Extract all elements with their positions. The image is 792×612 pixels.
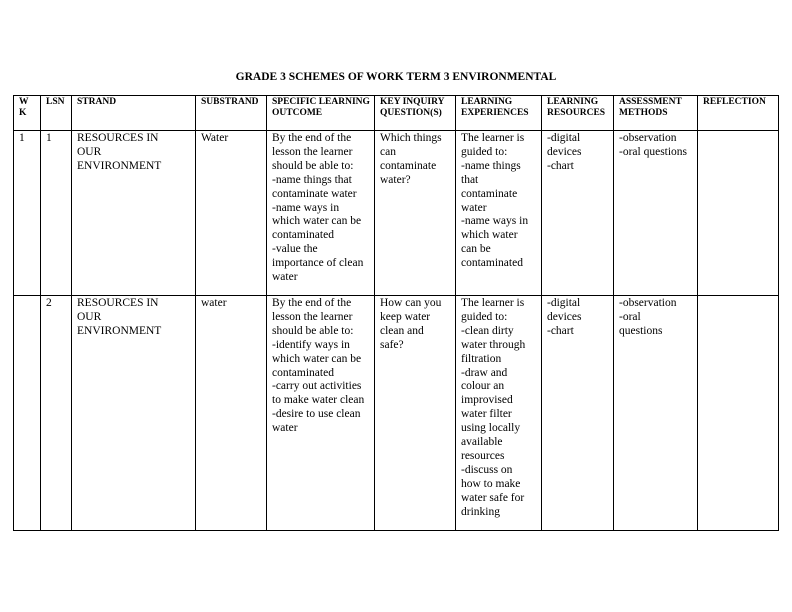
cell-strand: RESOURCES IN OUR ENVIRONMENT [71, 295, 196, 531]
cell-learning-experiences: The learner is guided to: -name things t… [455, 130, 542, 296]
cell-learning-outcome: By the end of the lesson the learner sho… [266, 295, 375, 531]
header-lesson: LSN [40, 95, 72, 131]
header-learning-outcome: SPECIFIC LEARNING OUTCOME [266, 95, 375, 131]
header-strand: STRAND [71, 95, 196, 131]
header-learning-experiences: LEARNING EXPERIENCES [455, 95, 542, 131]
cell-substrand: Water [195, 130, 267, 296]
cell-substrand: water [195, 295, 267, 531]
table-row: 2 RESOURCES IN OUR ENVIRONMENT water By … [13, 295, 779, 531]
cell-week: 1 [13, 130, 41, 296]
table-row: 1 1 RESOURCES IN OUR ENVIRONMENT Water B… [13, 130, 779, 296]
header-inquiry-questions: KEY INQUIRY QUESTION(S) [374, 95, 456, 131]
cell-inquiry-question: How can you keep water clean and safe? [374, 295, 456, 531]
cell-learning-resources: -digital devices -chart [541, 295, 614, 531]
cell-lesson: 2 [40, 295, 72, 531]
cell-assessment-methods: -observation -oral questions [613, 295, 698, 531]
cell-strand: RESOURCES IN OUR ENVIRONMENT [71, 130, 196, 296]
document-title: GRADE 3 SCHEMES OF WORK TERM 3 ENVIRONME… [235, 71, 557, 83]
cell-learning-outcome: By the end of the lesson the learner sho… [266, 130, 375, 296]
header-week: W K [13, 95, 41, 131]
cell-inquiry-question: Which things can contaminate water? [374, 130, 456, 296]
schemes-of-work-table: W K LSN STRAND SUBSTRAND SPECIFIC LEARNI… [13, 95, 779, 531]
cell-reflection [697, 295, 779, 531]
cell-learning-resources: -digital devices -chart [541, 130, 614, 296]
header-learning-resources: LEARNING RESOURCES [541, 95, 614, 131]
cell-reflection [697, 130, 779, 296]
cell-lesson: 1 [40, 130, 72, 296]
header-assessment-methods: ASSESSMENT METHODS [613, 95, 698, 131]
cell-learning-experiences: The learner is guided to: -clean dirty w… [455, 295, 542, 531]
header-row: W K LSN STRAND SUBSTRAND SPECIFIC LEARNI… [13, 95, 779, 131]
cell-assessment-methods: -observation -oral questions [613, 130, 698, 296]
header-substrand: SUBSTRAND [195, 95, 267, 131]
header-reflection: REFLECTION [697, 95, 779, 131]
cell-week [13, 295, 41, 531]
